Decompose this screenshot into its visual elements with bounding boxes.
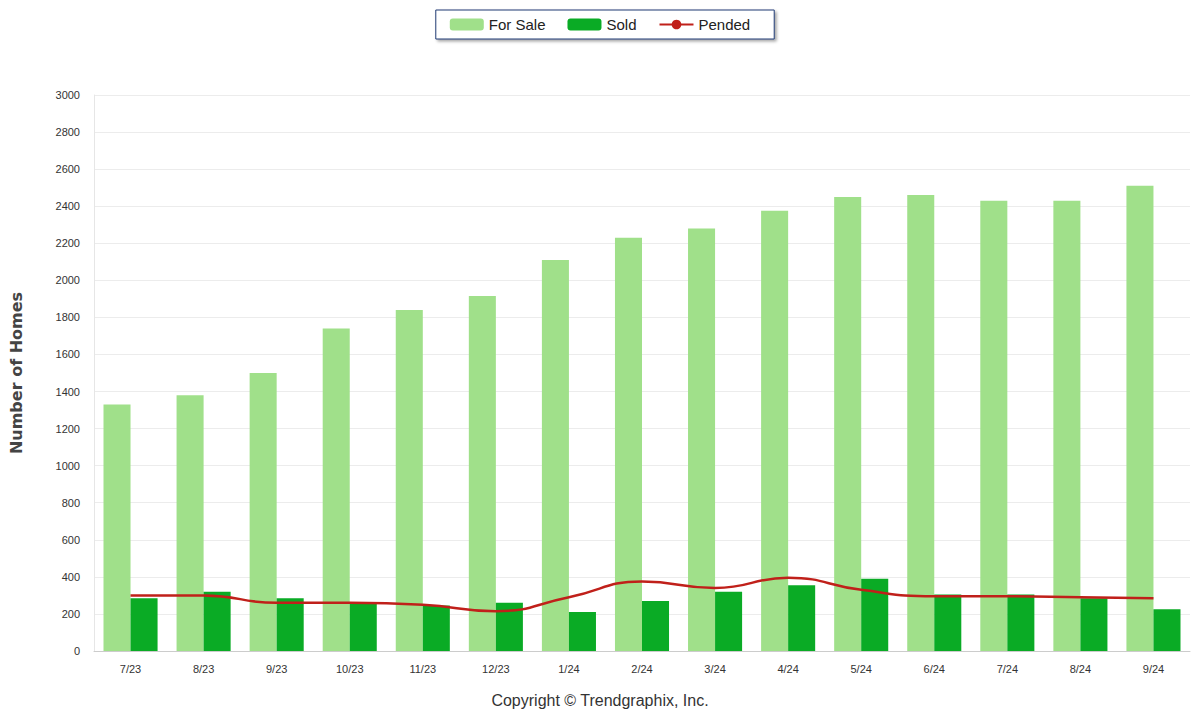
svg-text:1800: 1800 bbox=[56, 311, 80, 323]
svg-text:9/24: 9/24 bbox=[1143, 663, 1164, 675]
svg-text:1000: 1000 bbox=[56, 460, 80, 472]
svg-text:9/23: 9/23 bbox=[266, 663, 287, 675]
svg-text:7/23: 7/23 bbox=[120, 663, 141, 675]
svg-text:1600: 1600 bbox=[56, 348, 80, 360]
svg-text:8/23: 8/23 bbox=[193, 663, 214, 675]
svg-text:2400: 2400 bbox=[56, 200, 80, 212]
svg-text:1400: 1400 bbox=[56, 386, 80, 398]
svg-text:5/24: 5/24 bbox=[850, 663, 871, 675]
svg-text:2/24: 2/24 bbox=[631, 663, 652, 675]
svg-text:0: 0 bbox=[74, 645, 80, 657]
svg-text:Sold: Sold bbox=[606, 16, 636, 33]
svg-text:12/23: 12/23 bbox=[482, 663, 510, 675]
svg-text:6/24: 6/24 bbox=[924, 663, 945, 675]
svg-text:11/23: 11/23 bbox=[409, 663, 436, 675]
svg-text:200: 200 bbox=[62, 608, 80, 620]
svg-text:2200: 2200 bbox=[56, 237, 80, 249]
svg-text:4/24: 4/24 bbox=[777, 663, 798, 675]
svg-text:10/23: 10/23 bbox=[336, 663, 364, 675]
svg-text:600: 600 bbox=[62, 534, 80, 546]
svg-text:Copyright © Trendgraphix, Inc.: Copyright © Trendgraphix, Inc. bbox=[491, 692, 708, 709]
svg-text:2000: 2000 bbox=[56, 274, 80, 286]
svg-text:Pended: Pended bbox=[698, 16, 750, 33]
svg-text:400: 400 bbox=[62, 571, 80, 583]
svg-text:1/24: 1/24 bbox=[558, 663, 579, 675]
svg-text:For Sale: For Sale bbox=[489, 16, 546, 33]
svg-text:800: 800 bbox=[62, 497, 80, 509]
svg-text:3/24: 3/24 bbox=[704, 663, 725, 675]
svg-text:2600: 2600 bbox=[56, 163, 80, 175]
svg-text:3000: 3000 bbox=[56, 89, 80, 101]
svg-text:7/24: 7/24 bbox=[997, 663, 1018, 675]
svg-text:2800: 2800 bbox=[56, 126, 80, 138]
svg-text:Number of Homes: Number of Homes bbox=[7, 292, 26, 454]
svg-text:8/24: 8/24 bbox=[1070, 663, 1091, 675]
svg-text:1200: 1200 bbox=[56, 423, 80, 435]
